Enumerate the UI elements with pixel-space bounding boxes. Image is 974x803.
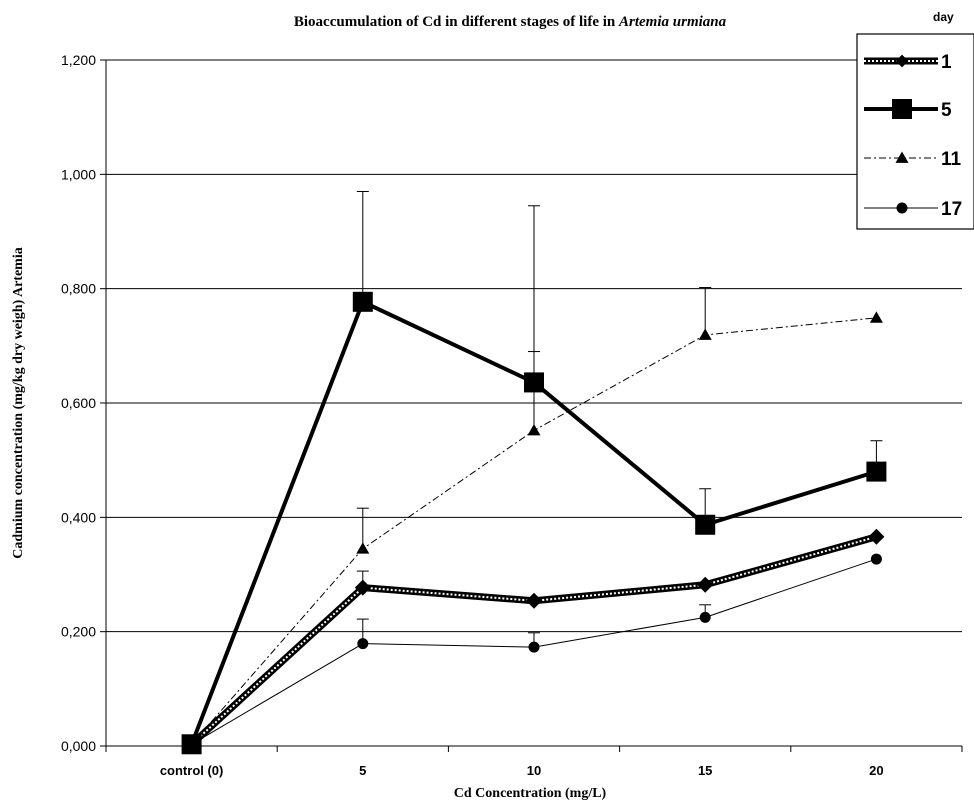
marker-triangle [356,542,370,554]
series-5 [181,291,887,755]
x-tick-label: control (0) [160,763,224,778]
marker-diamond [526,592,542,609]
legend-label: 5 [941,100,952,121]
marker-diamond [697,576,714,593]
marker-square [695,514,716,535]
y-tick-label: 0,400 [61,509,96,525]
y-tick-label: 1,200 [61,52,96,68]
y-tick-label: 0,800 [61,281,96,297]
legend-item-11: 11 [864,149,962,170]
legend-label: 11 [941,149,962,170]
chart-title: Bioaccumulation of Cd in different stage… [294,14,727,30]
legend-title: day [933,10,954,24]
legend-label: 1 [941,52,952,73]
legend-label: 17 [941,199,962,220]
y-axis-label: Cadmium concentration (mg/kg dry weigh) … [11,247,26,558]
marker-square [181,734,202,755]
y-tick-label: 0,000 [61,738,96,754]
marker-triangle [869,311,883,323]
legend-item-5: 5 [864,99,952,121]
legend: 1 5 11 17 [856,33,974,230]
marker-circle [699,611,711,623]
ticks: 0,000 0,200 0,400 0,600 0,800 1,000 1,200 contr… [61,52,963,778]
x-tick-label: 5 [359,763,366,778]
marker-square [352,291,373,312]
marker-circle [870,553,882,565]
x-tick-label: 15 [698,763,712,778]
marker-diamond [354,579,371,596]
marker-triangle [895,151,909,163]
legend-item-17: 17 [864,199,962,220]
marker-circle [357,638,369,650]
series [181,291,887,755]
marker-triangle [527,423,541,436]
series-1 [183,528,885,753]
marker-diamond [895,54,909,68]
x-axis-label: Cd Concentration (mg/L) [454,786,607,801]
y-tick-label: 1,000 [61,166,96,182]
legend-item-1: 1 [864,52,952,73]
error-bars [356,190,883,648]
marker-square [524,372,544,393]
marker-circle [528,641,540,653]
x-tick-label: 10 [527,763,541,778]
marker-square [892,99,912,119]
marker-diamond [868,528,885,545]
y-tick-label: 0,600 [61,395,96,411]
marker-triangle [698,328,712,340]
legend-box [856,33,974,230]
marker-square [866,461,887,482]
marker-circle [896,202,908,214]
x-tick-label: 20 [869,763,883,778]
y-tick-label: 0,200 [61,624,96,640]
